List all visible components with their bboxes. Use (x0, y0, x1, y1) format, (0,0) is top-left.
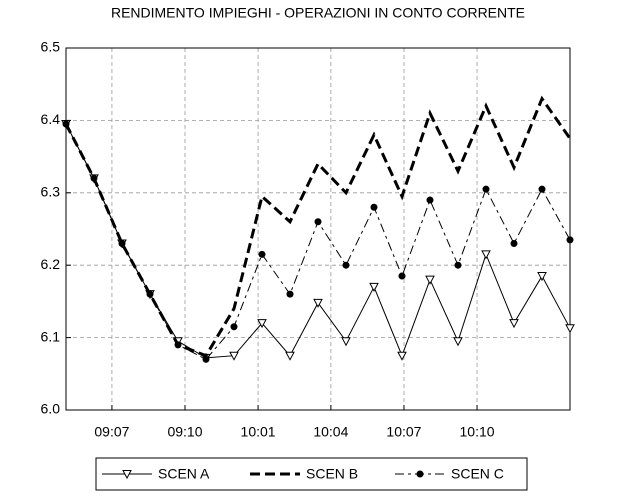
marker (454, 261, 462, 269)
marker (118, 239, 126, 247)
marker (341, 337, 351, 347)
marker (313, 298, 323, 308)
marker (565, 324, 575, 334)
marker (369, 282, 379, 292)
marker (510, 239, 518, 247)
plot-frame (65, 47, 571, 411)
y-tick-label: 6.2 (41, 256, 61, 272)
marker (174, 341, 182, 349)
marker (230, 323, 238, 331)
marker (370, 203, 378, 211)
series-line (65, 123, 571, 359)
marker (397, 351, 407, 361)
marker (146, 290, 154, 298)
marker (481, 250, 491, 260)
marker (538, 185, 546, 193)
x-tick-label: 10:10 (460, 424, 495, 440)
chart-title: RENDIMENTO IMPIEGHI - OPERAZIONI IN CONT… (111, 5, 525, 21)
y-tick-label: 6.3 (41, 184, 61, 200)
y-tick-label: 6.1 (41, 328, 61, 344)
marker (286, 290, 294, 298)
marker (425, 275, 435, 285)
marker (566, 236, 574, 244)
y-tick-label: 6.0 (41, 401, 61, 417)
marker (482, 185, 490, 193)
marker (342, 261, 350, 269)
marker (285, 351, 295, 361)
marker (257, 319, 267, 329)
legend-label: SCEN A (158, 466, 210, 482)
legend-box (95, 457, 528, 491)
series-line (65, 123, 571, 360)
legend-marker (122, 470, 132, 480)
marker (537, 272, 547, 282)
x-tick-label: 09:07 (94, 424, 129, 440)
marker (62, 120, 70, 128)
x-tick-label: 10:01 (241, 424, 276, 440)
marker (229, 351, 239, 361)
marker (314, 218, 322, 226)
marker (202, 355, 210, 363)
x-tick-label: 10:04 (313, 424, 348, 440)
series-line (64, 95, 572, 358)
x-tick-label: 09:10 (167, 424, 202, 440)
marker (398, 272, 406, 280)
marker (453, 337, 463, 347)
marker (426, 196, 434, 204)
marker (258, 250, 266, 258)
y-tick-label: 6.5 (41, 39, 61, 55)
legend-marker (416, 470, 424, 478)
y-tick-label: 6.4 (41, 111, 61, 127)
marker (509, 319, 519, 329)
marker (90, 174, 98, 182)
legend-label: SCEN C (451, 466, 504, 482)
x-tick-label: 10:07 (386, 424, 421, 440)
legend-label: SCEN B (306, 466, 358, 482)
